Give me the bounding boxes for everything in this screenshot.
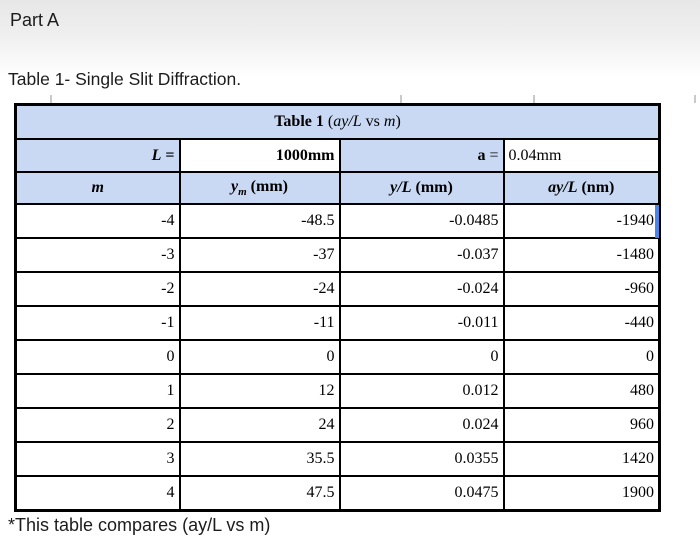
table-cell[interactable]: 47.5 (178, 475, 341, 512)
table-cell[interactable]: -4 (14, 203, 181, 239)
table-cell[interactable]: 0.0355 (338, 441, 505, 477)
param-a-label-cell[interactable]: a = (338, 138, 505, 173)
table-title-var2: m (383, 113, 396, 130)
table-cell[interactable]: 960 (502, 407, 661, 443)
table-title-text: ) (395, 113, 401, 130)
col-header-m-label: m (91, 179, 104, 196)
table-cell[interactable]: 24 (178, 407, 341, 443)
table-row: -4 -48.5 -0.0485 -1940 (14, 203, 661, 239)
table-cell[interactable]: 0.024 (338, 407, 505, 443)
data-table: Table 1 (ay/L vs m) L = 1000mm a = 0.04m… (14, 103, 661, 512)
table-cell[interactable]: -0.011 (338, 305, 505, 341)
col-header-yl-label: y/L (390, 179, 412, 196)
col-header-yl[interactable]: y/L (mm) (338, 171, 505, 205)
part-heading: Part A (10, 10, 60, 30)
param-l-value-cell[interactable]: 1000mm (178, 138, 341, 173)
table-cell[interactable]: 0 (178, 339, 341, 375)
table-cell[interactable]: -48.5 (178, 203, 341, 239)
table-cell[interactable]: 4 (14, 475, 181, 512)
ruler-tick (400, 95, 402, 103)
table-cell[interactable]: 1 (14, 373, 181, 409)
table-cell[interactable]: -1940 (502, 203, 661, 239)
table-cell[interactable]: -37 (178, 237, 341, 273)
table-cell[interactable]: -0.0485 (338, 203, 505, 239)
table-row: -1 -11 -0.011 -440 (14, 305, 661, 341)
table-cell[interactable]: 0.012 (338, 373, 505, 409)
table-cell[interactable]: 1900 (502, 475, 661, 512)
table-cell[interactable]: -24 (178, 271, 341, 307)
param-l-eq: = (161, 146, 175, 164)
table-cell[interactable]: 480 (502, 373, 661, 409)
table-title-text: vs (361, 113, 384, 130)
col-header-ayl[interactable]: ay/L (nm) (502, 171, 661, 205)
table-row: 3 35.5 0.0355 1420 (14, 441, 661, 477)
table-cell[interactable]: 3 (14, 441, 181, 477)
param-l-var: L (151, 146, 162, 164)
table-cell[interactable]: -1 (14, 305, 181, 341)
table-title-bold: Table 1 (274, 113, 324, 130)
col-header-m[interactable]: m (14, 171, 181, 205)
table-cell[interactable]: 35.5 (178, 441, 341, 477)
table-cell[interactable]: -1480 (502, 237, 661, 273)
col-header-ym-unit: (mm) (246, 177, 288, 195)
col-header-ayl-unit: (nm) (577, 179, 615, 196)
table-cell[interactable]: 0.0475 (338, 475, 505, 512)
col-header-ym[interactable]: ym (mm) (178, 171, 341, 205)
ruler-tick (533, 95, 535, 103)
table-cell[interactable]: -0.024 (338, 271, 505, 307)
param-a-value-cell[interactable]: 0.04mm (502, 138, 661, 173)
table-row: -2 -24 -0.024 -960 (14, 271, 661, 307)
col-header-yl-unit: (mm) (411, 179, 453, 196)
table-cell[interactable]: 12 (178, 373, 341, 409)
table-cell[interactable]: 1420 (502, 441, 661, 477)
table-row: -3 -37 -0.037 -1480 (14, 237, 661, 273)
param-a-eq: = (485, 146, 499, 164)
table-cell[interactable]: -3 (14, 237, 181, 273)
table-row: 1 12 0.012 480 (14, 373, 661, 409)
table-cell[interactable]: 0 (14, 339, 181, 375)
table-row: 2 24 0.024 960 (14, 407, 661, 443)
table-cell[interactable]: 0 (502, 339, 661, 375)
col-header-ayl-label: ay/L (548, 179, 578, 196)
table-row: 4 47.5 0.0475 1900 (14, 475, 661, 512)
table-cell[interactable]: 0 (338, 339, 505, 375)
ruler-tick (50, 95, 52, 103)
col-header-ym-sub: m (238, 186, 247, 199)
cell-cursor (655, 205, 659, 238)
table-cell[interactable]: -2 (14, 271, 181, 307)
table-cell[interactable]: -0.037 (338, 237, 505, 273)
table-cell[interactable]: -960 (502, 271, 661, 307)
table-body: -4 -48.5 -0.0485 -1940 -3 -37 -0.037 -1480 -2 -24… (14, 203, 661, 512)
col-header-ym-label: y (231, 177, 239, 195)
table-title[interactable]: Table 1 (ay/L vs m) (14, 103, 661, 140)
table-footnote: *This table compares (ay/L vs m) (8, 515, 271, 535)
param-a-var: a (477, 146, 486, 164)
table-title-var1: ay/L (333, 113, 362, 130)
table-caption: Table 1- Single Slit Diffraction. (8, 69, 242, 89)
param-l-label-cell[interactable]: L = (14, 138, 181, 173)
table-title-text: ( (323, 113, 334, 130)
ruler-tick (694, 95, 696, 103)
table-cell[interactable]: -440 (502, 305, 661, 341)
table-cell[interactable]: -11 (178, 305, 341, 341)
table-cell[interactable]: 2 (14, 407, 181, 443)
